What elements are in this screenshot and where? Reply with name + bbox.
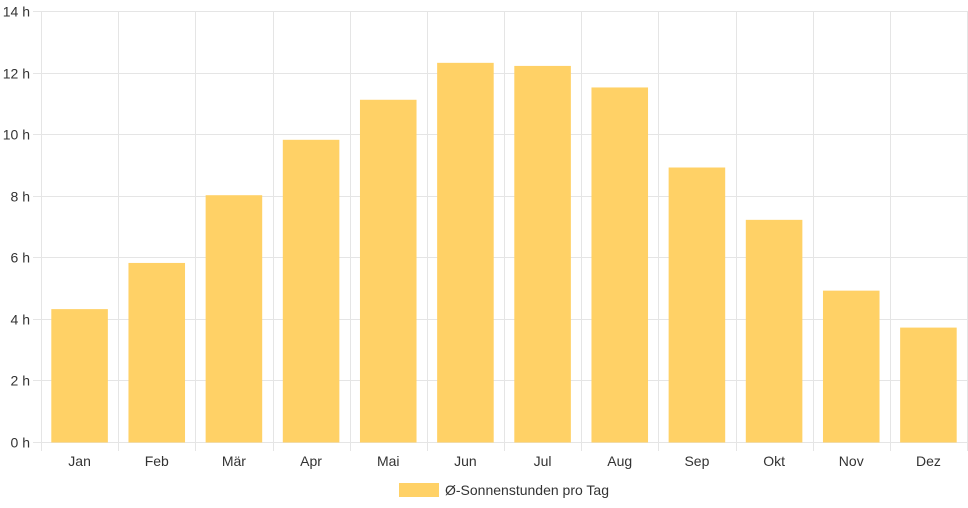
- grid: [33, 11, 968, 451]
- x-tick-label: Jan: [68, 453, 91, 469]
- bar-jun[interactable]: [437, 62, 494, 443]
- y-tick-label: 4 h: [11, 312, 30, 328]
- x-axis: Jan Feb Mär Apr Mai Jun Jul Aug Sep Okt Nov Dez: [68, 453, 941, 469]
- bar-okt[interactable]: [745, 219, 803, 443]
- bar-jan[interactable]: [51, 309, 108, 443]
- x-tick-label: Mai: [377, 453, 400, 469]
- x-tick-label: Nov: [839, 453, 864, 469]
- bar-apr[interactable]: [282, 139, 340, 443]
- legend-label: Ø-Sonnenstunden pro Tag: [445, 482, 609, 498]
- x-tick-label: Sep: [684, 453, 709, 469]
- x-tick-label: Jul: [534, 453, 552, 469]
- x-tick-label: Feb: [145, 453, 169, 469]
- legend[interactable]: Ø-Sonnenstunden pro Tag: [399, 482, 609, 498]
- bar-sep[interactable]: [668, 167, 726, 443]
- x-tick-label: Mär: [222, 453, 246, 469]
- y-tick-label: 12 h: [3, 66, 30, 82]
- bar-dez[interactable]: [900, 327, 957, 443]
- x-tick-label: Jun: [454, 453, 477, 469]
- bar-aug[interactable]: [591, 87, 649, 443]
- x-tick-label: Okt: [763, 453, 785, 469]
- y-tick-label: 6 h: [11, 250, 30, 266]
- x-tick-label: Aug: [607, 453, 632, 469]
- y-tick-label: 0 h: [11, 435, 30, 451]
- bar-feb[interactable]: [128, 262, 186, 443]
- y-tick-label: 14 h: [3, 4, 30, 20]
- bars: [51, 62, 957, 443]
- bar-mai[interactable]: [359, 99, 417, 443]
- y-tick-label: 10 h: [3, 127, 30, 143]
- y-tick-label: 2 h: [11, 373, 30, 389]
- x-tick-label: Apr: [300, 453, 322, 469]
- bar-jul[interactable]: [514, 65, 571, 443]
- y-axis: 0 h 2 h 4 h 6 h 8 h 10 h 12 h 14 h: [3, 4, 30, 451]
- bar-mär[interactable]: [205, 195, 263, 443]
- bar-nov[interactable]: [822, 290, 880, 443]
- legend-swatch: [399, 483, 440, 497]
- x-tick-label: Dez: [916, 453, 941, 469]
- y-tick-label: 8 h: [11, 189, 30, 205]
